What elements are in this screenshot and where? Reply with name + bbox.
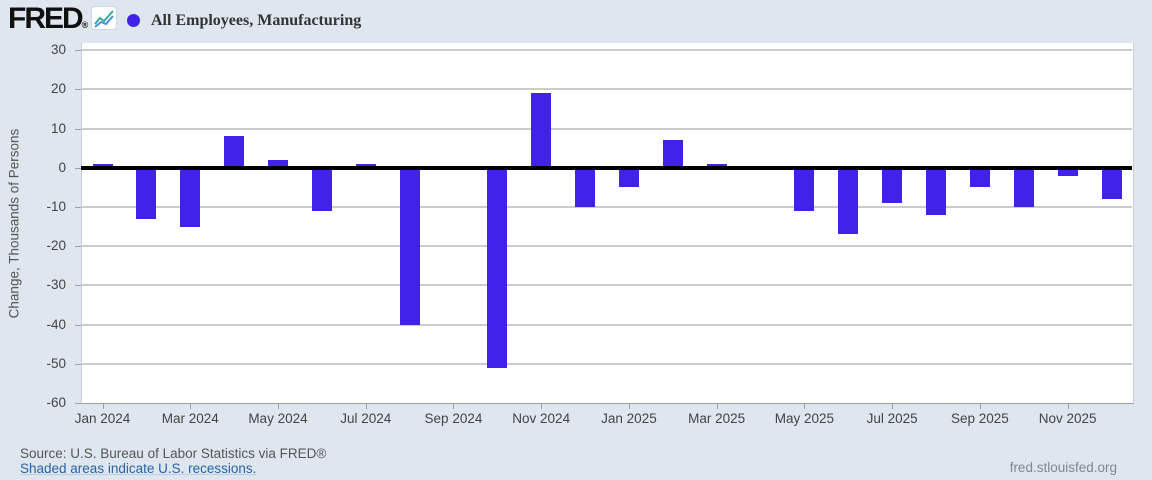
recession-note-link[interactable]: Shaded areas indicate U.S. recessions. [20,461,257,476]
x-axis-tick-jul-2024 [365,404,367,409]
x-axis-label-mar-2024: Mar 2024 [161,411,219,426]
x-axis-tick-sep-2025 [979,404,981,409]
bar-jun-2024[interactable] [311,167,332,211]
gridline--20 [81,245,1132,248]
bar-nov-2025[interactable] [1057,167,1078,176]
x-axis-tick-nov-2024 [541,404,543,409]
bar-may-2025[interactable] [794,167,815,211]
x-axis-label-mar-2025: Mar 2025 [688,411,746,426]
x-axis-label-jan-2025: Jan 2025 [601,411,657,426]
gridline-10 [81,127,1132,130]
bar-jan-2025[interactable] [618,167,639,188]
y-axis-tick--60 [75,403,81,405]
y-axis-label-10: 10 [50,120,66,136]
zero-axis-line [81,165,1132,170]
gridline--40 [81,323,1132,326]
x-axis-tick-jul-2025 [892,404,894,409]
x-axis-tick-jan-2025 [628,404,630,409]
registered-mark: ® [81,20,89,30]
site-url: fred.stlouisfed.org [1009,460,1117,475]
gridline--50 [81,362,1132,365]
bar-dec-2025[interactable] [1101,167,1122,200]
y-axis-tick-10 [75,128,81,130]
x-axis-tick-sep-2024 [453,404,455,409]
y-axis-label--10: -10 [46,199,66,215]
bar-oct-2025[interactable] [1013,167,1034,208]
bar-jul-2025[interactable] [882,167,903,204]
gridline-30 [81,49,1132,52]
bar-sep-2025[interactable] [969,167,990,188]
y-axis-tick--50 [75,363,81,365]
y-axis-tick-30 [75,50,81,52]
y-axis-tick--30 [75,285,81,287]
x-axis-label-sep-2024: Sep 2024 [424,411,483,426]
fred-sparkline-icon [92,7,116,29]
legend-marker [127,14,140,27]
y-axis-label--30: -30 [46,277,66,293]
x-axis-label-jul-2024: Jul 2024 [340,411,392,426]
bar-feb-2025[interactable] [662,140,683,168]
y-axis-label--60: -60 [46,395,66,411]
bar-aug-2025[interactable] [926,167,947,215]
x-axis-tick-mar-2025 [716,404,718,409]
x-axis-tick-nov-2025 [1067,404,1069,409]
y-axis-tick-0 [75,167,81,169]
y-axis-label--40: -40 [46,316,66,332]
y-axis-label--50: -50 [46,355,66,371]
gridline--30 [81,284,1132,287]
gridline-20 [81,88,1132,91]
y-axis-label-20: 20 [50,81,66,97]
y-axis-tick-20 [75,89,81,91]
bar-apr-2024[interactable] [224,136,245,168]
bar-aug-2024[interactable] [399,167,420,325]
chart-plot-area [81,43,1134,404]
x-axis-label-nov-2024: Nov 2024 [512,411,571,426]
y-axis-tick--40 [75,324,81,326]
x-axis-label-jan-2024: Jan 2024 [74,411,131,426]
fred-logo[interactable]: FRED® [8,2,89,35]
y-axis-tick--10 [75,207,81,209]
x-axis-label-may-2025: May 2025 [774,411,835,426]
source-attribution: Source: U.S. Bureau of Labor Statistics … [20,446,327,461]
y-axis-tick--20 [75,246,81,248]
bar-may-2024[interactable] [267,159,288,168]
x-axis-tick-jan-2024 [102,404,104,409]
bar-nov-2024[interactable] [531,93,552,168]
x-axis-tick-may-2024 [277,404,279,409]
x-axis-label-sep-2025: Sep 2025 [950,411,1009,426]
chart-title: All Employees, Manufacturing [151,12,362,29]
bar-feb-2024[interactable] [136,167,157,219]
y-axis-title: Change, Thousands of Persons [6,128,22,319]
x-axis-label-nov-2025: Nov 2025 [1038,411,1097,426]
x-axis-label-may-2024: May 2024 [248,411,308,426]
bar-mar-2024[interactable] [180,167,201,227]
x-axis-label-jul-2025: Jul 2025 [866,411,918,426]
x-axis-tick-mar-2024 [190,404,192,409]
y-axis-label-30: 30 [50,42,66,58]
y-axis-label--20: -20 [46,238,66,254]
bar-oct-2024[interactable] [487,167,508,368]
gridline--10 [81,206,1132,209]
bar-jun-2025[interactable] [838,167,859,235]
bar-dec-2024[interactable] [575,167,596,208]
x-axis-tick-may-2025 [804,404,806,409]
y-axis-label-0: 0 [58,159,66,175]
